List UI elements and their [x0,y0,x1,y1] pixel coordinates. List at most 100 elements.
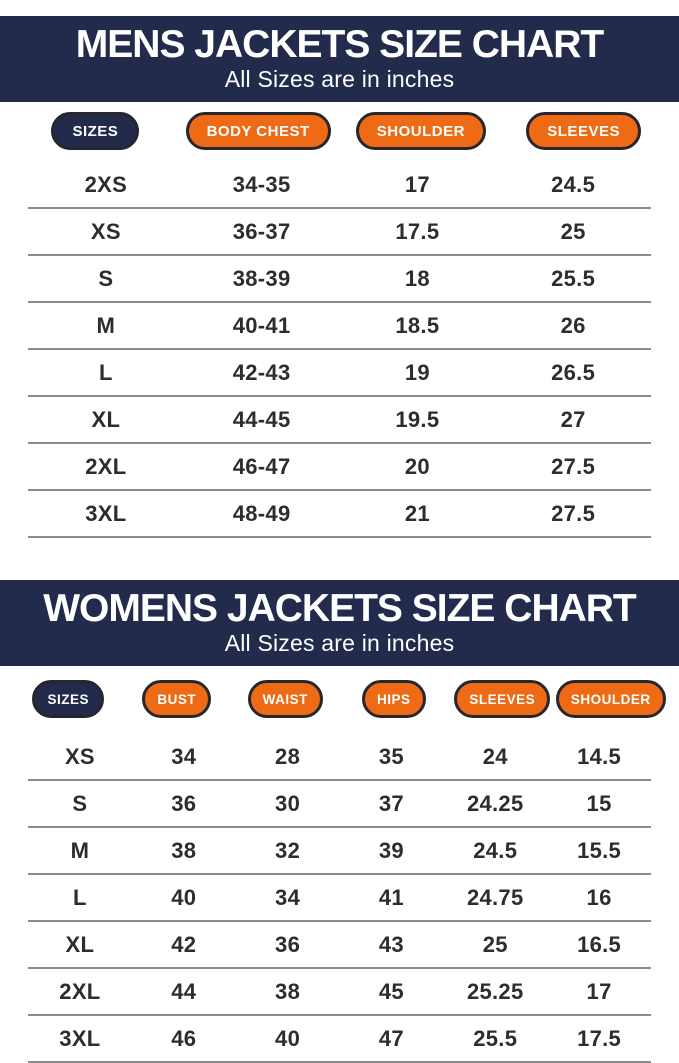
table-cell: 15 [586,790,612,816]
table-cell: 38-39 [232,265,291,291]
table-cell: 17.5 [395,218,440,244]
mens-size-table: 2XS 34-35 17 24.5 XS 36-37 17.5 25 S 38-39 18 25.5 M… [28,162,651,538]
size-label: XS [90,218,121,244]
size-label: XS [64,743,95,769]
size-label: S [98,265,114,291]
size-label: S [72,790,88,816]
table-cell: 40-41 [232,312,291,338]
table-cell: 36 [171,790,197,816]
table-cell: 26.5 [551,359,596,385]
table-cell: 37 [378,790,404,816]
womens-column-pill-hips: HIPS [361,680,426,718]
womens-chart-subtitle: All Sizes are in inches [224,630,455,656]
size-label: M [70,837,90,863]
table-cell: 16.5 [577,931,622,957]
mens-column-pill-body-chest: BODY CHEST [185,112,331,150]
womens-column-pill-sizes: SIZES [32,680,104,718]
table-cell: 24.75 [466,884,524,910]
mens-column-pill-sizes: SIZES [51,112,140,150]
table-cell: 38 [275,978,301,1004]
table-cell: 34 [275,884,301,910]
table-cell: 41 [378,884,404,910]
womens-table-row: M 38 32 39 24.5 15.5 [28,828,651,875]
table-cell: 46-47 [232,453,291,479]
table-cell: 34-35 [232,171,291,197]
table-cell: 20 [404,453,430,479]
table-cell: 15.5 [577,837,622,863]
womens-table-row: 2XL 44 38 45 25.25 17 [28,969,651,1016]
table-cell: 36 [275,931,301,957]
table-cell: 42 [171,931,197,957]
womens-column-headers: SIZES BUST WAIST HIPS SLEEVES SHOULDER [0,680,679,718]
table-cell: 47 [378,1025,404,1051]
table-cell: 26 [560,312,586,338]
table-cell: 25 [560,218,586,244]
womens-chart-title: WOMENS JACKETS SIZE CHART [43,587,637,630]
mens-table-row: M 40-41 18.5 26 [28,303,651,350]
womens-column-pill-shoulder: SHOULDER [555,680,666,718]
mens-table-row: XS 36-37 17.5 25 [28,209,651,256]
table-cell: 27.5 [551,453,596,479]
table-cell: 14.5 [577,743,622,769]
table-cell: 25 [482,931,508,957]
table-cell: 44 [171,978,197,1004]
mens-size-chart-section: MENS JACKETS SIZE CHART All Sizes are in… [0,16,679,538]
table-cell: 25.25 [466,978,524,1004]
womens-table-row: 3XL 46 40 47 25.5 17.5 [28,1016,651,1063]
size-label: 2XL [85,453,127,479]
table-cell: 18.5 [395,312,440,338]
womens-table-row: XL 42 36 43 25 16.5 [28,922,651,969]
table-cell: 17.5 [577,1025,622,1051]
size-label: 2XL [59,978,101,1004]
table-cell: 27 [560,406,586,432]
womens-size-chart-section: WOMENS JACKETS SIZE CHART All Sizes are … [0,580,679,1063]
table-cell: 21 [404,500,430,526]
table-cell: 30 [275,790,301,816]
table-cell: 44-45 [232,406,291,432]
table-cell: 46 [171,1025,197,1051]
mens-column-pill-sleeves: SLEEVES [526,112,641,150]
table-cell: 24.5 [551,171,596,197]
size-label: M [96,312,116,338]
womens-table-row: XS 34 28 35 24 14.5 [28,734,651,781]
size-label: 2XS [84,171,128,197]
table-cell: 48-49 [232,500,291,526]
table-cell: 24.25 [466,790,524,816]
table-cell: 28 [275,743,301,769]
table-cell: 38 [171,837,197,863]
table-cell: 45 [378,978,404,1004]
table-cell: 24 [482,743,508,769]
table-cell: 25.5 [551,265,596,291]
table-cell: 16 [586,884,612,910]
size-label: XL [91,406,121,432]
womens-table-row: L 40 34 41 24.75 16 [28,875,651,922]
table-cell: 39 [378,837,404,863]
mens-table-row: XL 44-45 19.5 27 [28,397,651,444]
table-cell: 34 [171,743,197,769]
table-cell: 36-37 [232,218,291,244]
mens-table-row: S 38-39 18 25.5 [28,256,651,303]
womens-size-table: XS 34 28 35 24 14.5 S 36 30 37 24.25 15 M 38 32 39 24.5 1… [28,734,651,1063]
womens-table-row: S 36 30 37 24.25 15 [28,781,651,828]
table-cell: 32 [275,837,301,863]
size-label: L [73,884,87,910]
table-cell: 19 [404,359,430,385]
mens-title-band: MENS JACKETS SIZE CHART All Sizes are in… [0,16,679,102]
mens-column-pill-shoulder: SHOULDER [355,112,486,150]
womens-column-pill-waist: WAIST [247,680,323,718]
mens-table-row: 3XL 48-49 21 27.5 [28,491,651,538]
size-label: 3XL [59,1025,101,1051]
table-cell: 18 [404,265,430,291]
table-cell: 40 [275,1025,301,1051]
size-label: 3XL [85,500,127,526]
table-cell: 19.5 [395,406,440,432]
womens-column-pill-bust: BUST [142,680,212,718]
mens-table-row: 2XL 46-47 20 27.5 [28,444,651,491]
mens-chart-subtitle: All Sizes are in inches [224,66,455,92]
womens-column-pill-sleeves: SLEEVES [454,680,551,718]
table-cell: 42-43 [232,359,291,385]
table-cell: 43 [378,931,404,957]
table-cell: 25.5 [473,1025,518,1051]
table-cell: 27.5 [551,500,596,526]
